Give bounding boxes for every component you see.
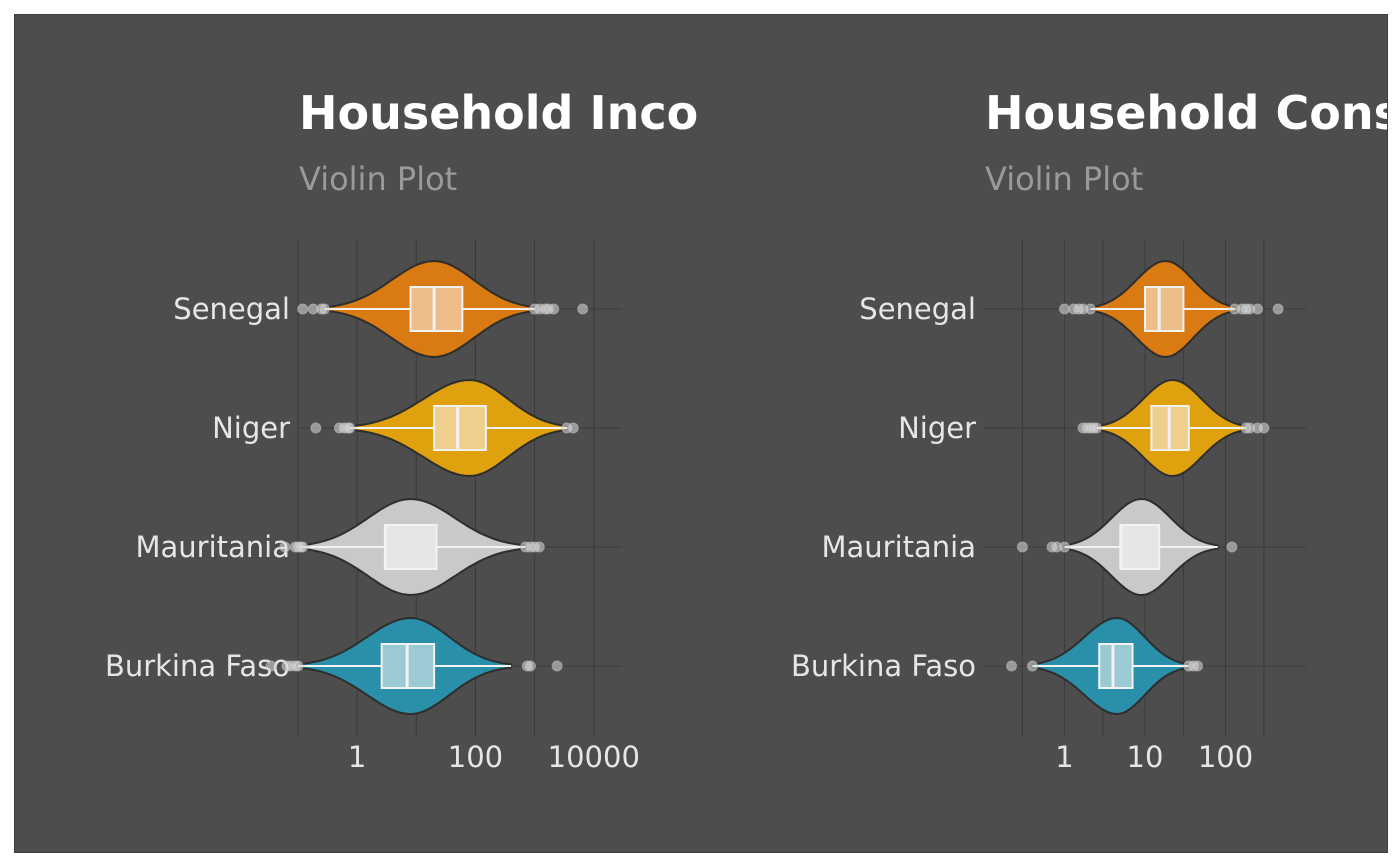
y-tick-label: Mauritania [135, 530, 290, 564]
y-tick-label: Niger [898, 411, 976, 445]
violin-mauritania [1016, 497, 1238, 597]
outlier-point [533, 541, 545, 553]
outlier-point [1226, 541, 1238, 553]
violin-burkina-faso [1006, 616, 1204, 716]
outlier-point [551, 660, 563, 672]
box [1098, 643, 1134, 689]
income-title-clip: Household Income [299, 85, 701, 145]
outlier-point [310, 422, 322, 434]
consumption-violin-plot: Senegal Niger Mauritania Burkina Faso 1 10 100 [791, 239, 1306, 774]
violin-senegal [297, 259, 589, 359]
outlier-point [1258, 422, 1270, 434]
x-tick-label: 10 [1127, 740, 1164, 774]
outlier-point [1272, 303, 1284, 315]
chart-background: Household Income Violin Plot Senegal Nige… [14, 14, 1388, 853]
y-tick-label: Senegal [859, 292, 976, 326]
outlier-point [344, 422, 356, 434]
box [433, 405, 487, 451]
x-tick-label: 1 [1055, 740, 1073, 774]
box [1144, 286, 1185, 332]
outlier-point [297, 303, 309, 315]
consumption-panel: Household Consumption Violin Plot Senega… [701, 15, 1387, 852]
y-tick-label: Mauritania [821, 530, 976, 564]
outlier-point [265, 660, 277, 672]
chart-subtitle: Violin Plot [299, 160, 458, 198]
outlier-point [567, 422, 579, 434]
outlier-point [1006, 660, 1018, 672]
outlier-point [1026, 660, 1038, 672]
outlier-point [577, 303, 589, 315]
consumption-title-clip: Household Consumption [985, 85, 1387, 145]
outlier-point [1016, 541, 1028, 553]
box [1119, 524, 1161, 570]
chart-title: Household Consumption [985, 86, 1387, 140]
outlier-point [1091, 422, 1103, 434]
outlier-point [1059, 303, 1070, 315]
box [384, 524, 438, 570]
violin-niger [1077, 378, 1270, 478]
x-tick-label: 10000 [548, 740, 640, 774]
violin-mauritania [279, 498, 545, 596]
outlier-point [1252, 303, 1264, 315]
y-tick-label: Burkina Faso [791, 649, 976, 683]
violin-senegal [1059, 260, 1284, 358]
outlier-point [524, 660, 536, 672]
outlier-point [1084, 303, 1096, 315]
outlier-point [548, 303, 560, 315]
y-tick-label: Niger [212, 411, 290, 445]
violin-burkina-faso [265, 616, 563, 716]
box [409, 286, 464, 332]
x-tick-label: 100 [1198, 740, 1253, 774]
x-tick-label: 100 [448, 740, 503, 774]
outlier-point [1059, 541, 1070, 553]
chart-subtitle: Violin Plot [985, 160, 1144, 198]
income-violin-plot: Senegal Niger Mauritania Burkina Faso 1 100 10… [105, 239, 640, 774]
chart-title: Household Income [299, 86, 701, 140]
violin-niger [310, 378, 579, 478]
y-tick-label: Burkina Faso [105, 649, 290, 683]
x-tick-label: 1 [348, 740, 366, 774]
outlier-point [279, 541, 291, 553]
income-panel: Household Income Violin Plot Senegal Nige… [15, 15, 705, 852]
y-tick-label: Senegal [173, 292, 290, 326]
outlier-point [1192, 660, 1204, 672]
outlier-point [318, 303, 330, 315]
outlier-point [292, 660, 304, 672]
outlier-point [297, 541, 309, 553]
